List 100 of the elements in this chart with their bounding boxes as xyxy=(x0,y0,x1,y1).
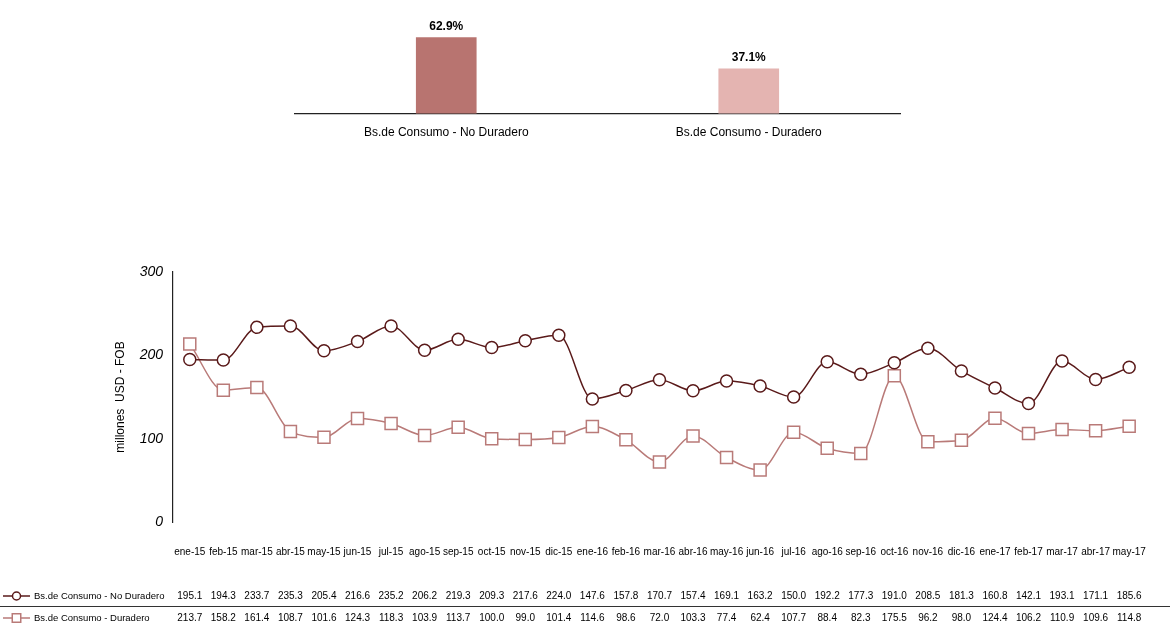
point xyxy=(250,380,264,395)
data-label: 235.2 xyxy=(378,589,405,601)
data-label: 195.1 xyxy=(177,589,203,601)
data-label: 181.3 xyxy=(948,589,975,601)
x-tick-label: dic-15 xyxy=(545,545,573,557)
point xyxy=(921,341,935,355)
y-tick-label: 200 xyxy=(138,346,164,363)
data-label: 147.6 xyxy=(579,589,606,601)
y-tick-label: 300 xyxy=(139,262,164,279)
point xyxy=(854,367,868,381)
x-tick-label: oct-15 xyxy=(477,545,507,557)
data-label: 192.2 xyxy=(814,589,841,601)
legend-label: Bs.de Consumo - No Duradero xyxy=(34,589,165,601)
data-label: 37.1% xyxy=(731,50,767,65)
data-label: 88.4 xyxy=(817,611,838,623)
data-label: 114.6 xyxy=(580,611,605,623)
point xyxy=(1055,354,1069,368)
point xyxy=(820,441,834,456)
point xyxy=(250,320,264,334)
point xyxy=(786,425,801,440)
point xyxy=(1088,372,1103,387)
x-tick-label: ene-16 xyxy=(576,545,609,557)
point xyxy=(317,344,331,358)
point xyxy=(417,428,432,443)
point xyxy=(518,432,533,447)
x-tick-label: jul-16 xyxy=(780,545,807,557)
point xyxy=(988,381,1002,395)
data-label: 96.2 xyxy=(918,611,939,623)
data-label: 193.1 xyxy=(1049,589,1075,601)
data-label: 118.3 xyxy=(378,611,404,623)
point xyxy=(1088,423,1103,438)
point xyxy=(652,373,667,387)
point xyxy=(317,430,331,445)
point xyxy=(1021,396,1036,411)
x-tick-label: jul-15 xyxy=(377,545,404,557)
point xyxy=(350,411,365,426)
point xyxy=(753,463,767,477)
data-label: 103.3 xyxy=(680,611,706,623)
data-label: 72.0 xyxy=(649,611,670,623)
x-tick-label: ago-15 xyxy=(409,545,441,557)
point xyxy=(619,383,633,398)
data-label: 209.3 xyxy=(479,589,505,601)
point xyxy=(988,411,1002,426)
x-tick-label: nov-16 xyxy=(912,545,944,557)
point xyxy=(216,383,231,397)
point xyxy=(686,384,700,398)
data-label: 233.7 xyxy=(244,589,270,601)
y-tick-label: 100 xyxy=(139,429,164,446)
data-label: 216.6 xyxy=(345,589,371,601)
x-tick-label: jun-15 xyxy=(342,545,372,557)
data-label: 206.2 xyxy=(412,589,438,601)
data-label: 185.6 xyxy=(1116,589,1143,601)
point xyxy=(350,334,365,349)
point xyxy=(484,431,499,446)
data-label: 82.3 xyxy=(851,611,871,623)
data-label: 101.6 xyxy=(311,611,337,623)
point xyxy=(384,319,398,333)
data-label: 110.9 xyxy=(1049,611,1075,623)
point xyxy=(384,416,398,431)
data-label: 224.0 xyxy=(546,589,572,601)
x-tick-label: ene-15 xyxy=(174,545,206,557)
x-tick-label: nov-15 xyxy=(509,545,541,557)
point xyxy=(719,374,734,388)
data-label: 175.5 xyxy=(881,611,908,623)
data-label: 191.0 xyxy=(881,589,908,601)
data-label: 142.1 xyxy=(1015,589,1042,601)
x-tick-label: abr-16 xyxy=(678,545,708,557)
point xyxy=(518,333,533,348)
data-label: 169.1 xyxy=(714,589,740,601)
data-label: 98.6 xyxy=(616,611,637,623)
x-tick-label: may-16 xyxy=(709,545,744,557)
x-tick-label: feb-16 xyxy=(611,545,641,557)
data-label: 106.2 xyxy=(1015,611,1042,623)
point xyxy=(954,364,969,378)
point xyxy=(451,332,465,346)
x-tick-label: abr-15 xyxy=(275,545,306,557)
data-label: 113.7 xyxy=(446,611,471,623)
data-label: 101.4 xyxy=(546,611,572,623)
point xyxy=(585,419,600,434)
point xyxy=(719,450,734,465)
data-label: 157.4 xyxy=(680,589,706,601)
data-label: 163.2 xyxy=(747,589,774,601)
data-label: 77.4 xyxy=(716,611,737,623)
data-label: 99.0 xyxy=(515,611,536,623)
point xyxy=(786,390,801,404)
x-tick-label: ago-16 xyxy=(811,545,844,557)
point xyxy=(1122,419,1136,434)
data-label: 107.7 xyxy=(781,611,807,623)
y-tick-label: 0 xyxy=(155,512,164,529)
point xyxy=(954,433,969,448)
point xyxy=(619,433,633,447)
x-tick-label: mar-16 xyxy=(643,545,676,557)
x-tick-label: ene-17 xyxy=(979,545,1011,557)
x-tick-label: abr-17 xyxy=(1081,545,1111,557)
point xyxy=(686,429,700,443)
x-tick-label: feb-15 xyxy=(209,545,238,557)
legend-label: Bs.de Consumo - Duradero xyxy=(34,611,150,623)
point xyxy=(417,343,432,357)
x-tick-label: sep-15 xyxy=(442,545,474,557)
data-label: 124.4 xyxy=(982,611,1008,623)
